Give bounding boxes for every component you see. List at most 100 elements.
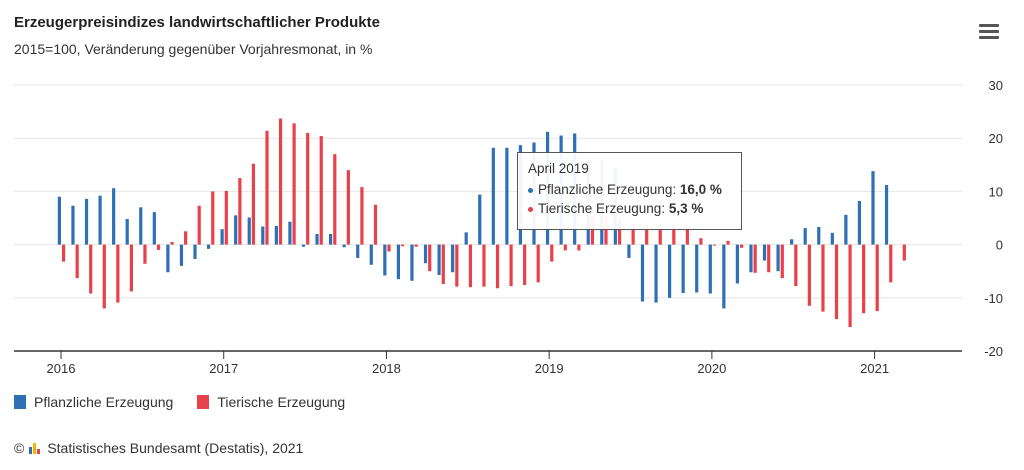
- bar-tierische[interactable]: [862, 244, 866, 314]
- bar-tierische[interactable]: [740, 244, 744, 248]
- bar-pflanzliche[interactable]: [451, 244, 455, 273]
- bar-tierische[interactable]: [116, 244, 120, 303]
- bar-tierische[interactable]: [333, 154, 337, 245]
- bar-pflanzliche[interactable]: [396, 244, 400, 280]
- bar-tierische[interactable]: [184, 231, 188, 245]
- bar-tierische[interactable]: [672, 224, 676, 245]
- bar-pflanzliche[interactable]: [627, 244, 631, 258]
- bar-pflanzliche[interactable]: [464, 232, 468, 245]
- bar-tierische[interactable]: [536, 244, 540, 283]
- bar-pflanzliche[interactable]: [776, 244, 780, 272]
- bar-pflanzliche[interactable]: [749, 244, 753, 273]
- bar-pflanzliche[interactable]: [681, 244, 685, 294]
- bar-tierische[interactable]: [753, 244, 757, 273]
- bar-pflanzliche[interactable]: [844, 214, 848, 245]
- bar-pflanzliche[interactable]: [288, 221, 292, 245]
- bar-tierische[interactable]: [197, 205, 201, 245]
- bar-tierische[interactable]: [712, 244, 717, 246]
- bar-pflanzliche[interactable]: [125, 219, 129, 245]
- bar-pflanzliche[interactable]: [152, 212, 156, 245]
- bar-tierische[interactable]: [414, 244, 418, 247]
- bar-tierische[interactable]: [468, 244, 472, 288]
- bar-tierische[interactable]: [821, 244, 825, 312]
- bar-pflanzliche[interactable]: [762, 244, 767, 261]
- bar-pflanzliche[interactable]: [640, 244, 645, 302]
- bar-tierische[interactable]: [455, 244, 459, 287]
- bar-tierische[interactable]: [373, 204, 378, 245]
- bar-tierische[interactable]: [401, 244, 405, 247]
- bar-pflanzliche[interactable]: [708, 244, 712, 294]
- bar-tierische[interactable]: [428, 244, 432, 272]
- bar-tierische[interactable]: [902, 244, 906, 261]
- bar-pflanzliche[interactable]: [342, 244, 346, 248]
- bar-pflanzliche[interactable]: [261, 226, 265, 245]
- bar-tierische[interactable]: [170, 241, 174, 245]
- bar-pflanzliche[interactable]: [735, 244, 739, 284]
- bar-tierische[interactable]: [550, 244, 554, 262]
- bar-tierische[interactable]: [590, 216, 595, 245]
- bar-tierische[interactable]: [726, 240, 730, 245]
- bar-pflanzliche[interactable]: [383, 244, 387, 276]
- bar-tierische[interactable]: [767, 244, 771, 273]
- bar-tierische[interactable]: [645, 223, 649, 245]
- bar-pflanzliche[interactable]: [505, 147, 509, 245]
- bar-pflanzliche[interactable]: [84, 198, 89, 245]
- bar-tierische[interactable]: [617, 219, 622, 245]
- bar-pflanzliche[interactable]: [369, 244, 373, 265]
- bar-tierische[interactable]: [509, 244, 513, 287]
- bar-tierische[interactable]: [658, 224, 662, 245]
- bar-pflanzliche[interactable]: [491, 147, 495, 245]
- hamburger-menu-icon[interactable]: [979, 24, 999, 40]
- bar-tierische[interactable]: [129, 244, 133, 292]
- bar-pflanzliche[interactable]: [166, 244, 170, 273]
- bar-tierische[interactable]: [211, 191, 215, 245]
- bar-tierische[interactable]: [563, 244, 567, 251]
- bar-pflanzliche[interactable]: [803, 228, 807, 245]
- bar-tierische[interactable]: [807, 244, 811, 306]
- bar-tierische[interactable]: [62, 244, 66, 262]
- bar-pflanzliche[interactable]: [193, 244, 197, 259]
- legend-item-pflanzliche[interactable]: Pflanzliche Erzeugung: [14, 394, 173, 410]
- bar-tierische[interactable]: [631, 223, 635, 245]
- bar-pflanzliche[interactable]: [437, 244, 441, 275]
- bar-tierische[interactable]: [441, 244, 445, 284]
- bar-pflanzliche[interactable]: [830, 232, 834, 245]
- bar-pflanzliche[interactable]: [790, 239, 794, 245]
- bar-tierische[interactable]: [604, 216, 608, 245]
- legend-item-tierische[interactable]: Tierische Erzeugung: [197, 394, 345, 410]
- bar-tierische[interactable]: [319, 136, 323, 245]
- bar-tierische[interactable]: [482, 244, 486, 287]
- bar-pflanzliche[interactable]: [884, 185, 889, 245]
- bar-pflanzliche[interactable]: [356, 244, 360, 258]
- bar-pflanzliche[interactable]: [179, 244, 184, 266]
- bar-pflanzliche[interactable]: [871, 171, 875, 245]
- bar-pflanzliche[interactable]: [654, 244, 658, 303]
- bar-tierische[interactable]: [848, 244, 852, 328]
- bar-tierische[interactable]: [143, 244, 147, 264]
- bar-tierische[interactable]: [278, 118, 283, 245]
- bar-pflanzliche[interactable]: [57, 196, 61, 245]
- bar-tierische[interactable]: [251, 163, 256, 245]
- bar-tierische[interactable]: [265, 130, 269, 245]
- bar-pflanzliche[interactable]: [817, 227, 821, 245]
- bar-pflanzliche[interactable]: [206, 244, 211, 249]
- bar-tierische[interactable]: [102, 244, 106, 309]
- bar-pflanzliche[interactable]: [274, 225, 278, 245]
- bar-tierische[interactable]: [780, 244, 784, 279]
- bar-pflanzliche[interactable]: [695, 244, 699, 293]
- bar-pflanzliche[interactable]: [71, 205, 75, 245]
- bar-tierische[interactable]: [834, 244, 839, 320]
- bar-tierische[interactable]: [89, 244, 93, 294]
- bar-pflanzliche[interactable]: [220, 229, 224, 245]
- bar-pflanzliche[interactable]: [668, 244, 672, 298]
- bar-tierische[interactable]: [889, 244, 893, 283]
- bar-pflanzliche[interactable]: [234, 215, 238, 245]
- bar-pflanzliche[interactable]: [247, 217, 251, 245]
- bar-pflanzliche[interactable]: [478, 194, 482, 245]
- bar-pflanzliche[interactable]: [98, 195, 102, 245]
- bar-pflanzliche[interactable]: [423, 244, 428, 264]
- bar-tierische[interactable]: [238, 178, 242, 245]
- bar-tierische[interactable]: [156, 244, 161, 250]
- bar-tierische[interactable]: [360, 187, 364, 245]
- bar-tierische[interactable]: [292, 123, 296, 245]
